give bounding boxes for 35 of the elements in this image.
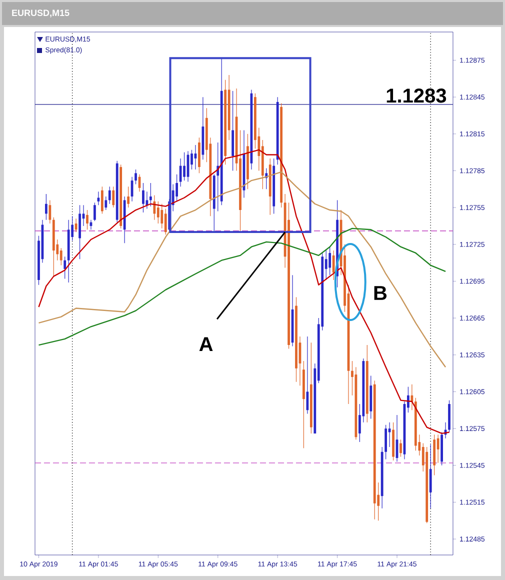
candlestick — [306, 336, 309, 414]
candlestick — [164, 208, 167, 235]
candlestick — [142, 182, 144, 213]
candlestick — [153, 194, 156, 220]
candlestick — [60, 248, 62, 266]
candlestick — [384, 424, 388, 460]
candlestick — [160, 204, 164, 229]
candlestick — [410, 384, 414, 410]
candlestick — [436, 434, 440, 464]
candlestick — [104, 196, 108, 210]
candlestick — [400, 439, 402, 458]
candlestick — [150, 182, 152, 207]
candlestick — [86, 210, 88, 230]
candlestick — [64, 256, 66, 280]
annotation: A — [199, 337, 213, 351]
candlestick — [94, 202, 96, 222]
candlestick — [429, 444, 432, 509]
annotation: B — [374, 286, 387, 300]
line-series — [38, 171, 446, 368]
candlestick — [127, 186, 130, 208]
candlestick — [328, 246, 332, 276]
annotation: 1.1283 — [386, 88, 446, 103]
candlestick — [45, 194, 48, 220]
candlestick — [134, 169, 137, 185]
candlestick — [183, 152, 186, 181]
candlestick — [108, 186, 111, 204]
candlestick — [156, 201, 160, 224]
candlestick — [176, 174, 178, 202]
candlestick — [172, 184, 174, 212]
candlestick — [48, 200, 52, 224]
candlestick — [97, 191, 100, 206]
chart-title: EURUSD,M15 — [12, 10, 70, 18]
candlestick — [100, 186, 104, 214]
candlestick — [112, 186, 115, 208]
candlestick — [332, 250, 335, 280]
